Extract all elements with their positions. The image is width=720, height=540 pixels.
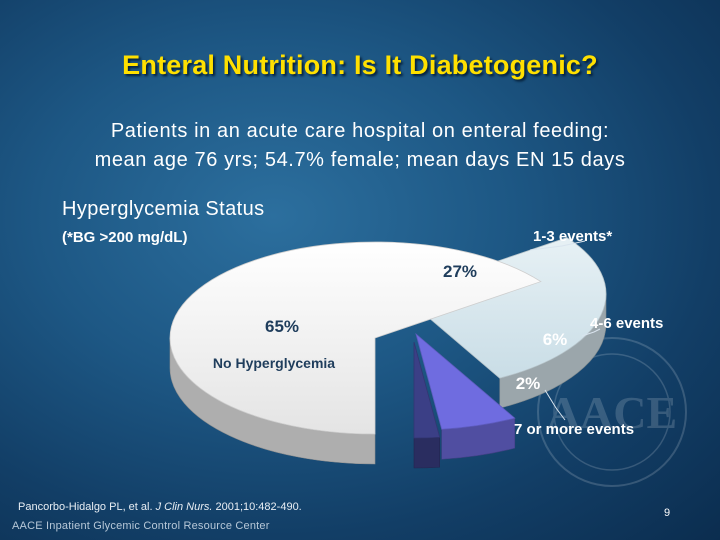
aace-seal-watermark: AACE [537,337,687,487]
category-label-1-3-events: 1-3 events* [533,228,612,245]
svg-text:AACE: AACE [547,387,677,438]
data-label-1-3-events: 27% [443,262,477,281]
leader-line-4-6-events [581,328,601,337]
leader-line-7-or-more-events [544,389,566,421]
slide-title: Enteral Nutrition: Is It Diabetogenic? [122,50,598,80]
citation-details: 2001;10:482-490. [212,501,302,513]
data-label-7-or-more-events: 2% [516,374,541,393]
data-label-4-6-events: 6% [543,330,568,349]
citation-journal: J Clin Nurs. [155,501,213,513]
subtitle-line-2: mean age 76 yrs; 54.7% female; mean days… [94,149,626,171]
category-label-no-hyperglycemia: No Hyperglycemia [213,355,335,371]
pie-slice-7-or-more-events [413,341,441,469]
section-note: (*BG >200 mg/dL) [62,229,188,246]
pie-slice-4-6-events [415,332,516,460]
pie-slice-top [413,341,441,439]
section-title: Hyperglycemia Status [62,198,265,220]
pie-slice-top [169,241,542,435]
leader-line-1-3-events [529,240,586,251]
page-number: 9 [664,507,671,519]
pie-slice-side [413,436,440,469]
subtitle-line-1: Patients in an acute care hospital on en… [110,120,610,142]
footer-organization: AACE Inpatient Glycemic Control Resource… [12,520,270,532]
citation: Pancorbo-Hidalgo PL, et al. J Clin Nurs.… [18,501,302,513]
citation-authors: Pancorbo-Hidalgo PL, et al. [18,501,156,513]
pie-slice-top [400,237,607,379]
category-label-4-6-events: 4-6 events [590,315,663,332]
data-label-no-hyperglycemia: 65% [265,317,299,336]
pie-slice-top [415,332,516,430]
pie-slice-no-hyperglycemia [169,241,542,465]
category-label-7-or-more-events: 7 or more events [514,421,634,438]
